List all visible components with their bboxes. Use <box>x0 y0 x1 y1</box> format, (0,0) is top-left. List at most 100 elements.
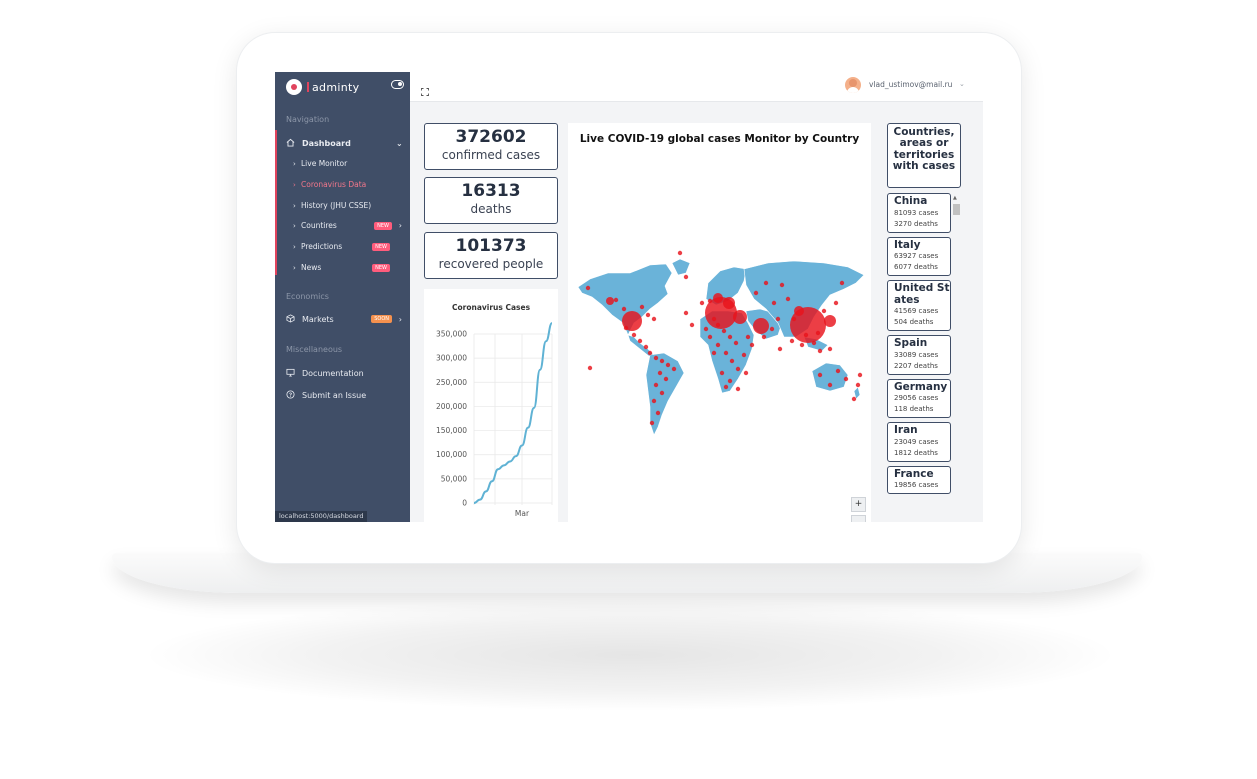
case-marker[interactable] <box>689 322 695 328</box>
marker-united-states[interactable] <box>622 311 642 331</box>
case-marker[interactable] <box>815 330 821 336</box>
user-email[interactable]: vlad_ustimov@mail.ru <box>869 80 953 89</box>
case-marker[interactable] <box>651 316 657 322</box>
case-marker[interactable] <box>621 306 627 312</box>
case-marker[interactable] <box>855 382 861 388</box>
scroll-thumb[interactable] <box>953 204 960 215</box>
case-marker[interactable] <box>639 304 645 310</box>
case-marker[interactable] <box>821 308 827 314</box>
user-avatar[interactable] <box>845 77 861 93</box>
country-card[interactable]: France 19856 cases <box>887 465 951 494</box>
case-marker[interactable] <box>775 316 781 322</box>
case-marker[interactable] <box>791 316 797 322</box>
case-marker[interactable] <box>745 334 751 340</box>
case-marker[interactable] <box>663 376 669 382</box>
case-marker[interactable] <box>817 348 823 354</box>
sidebar-item-documentation[interactable]: Documentation <box>286 366 402 380</box>
case-marker[interactable] <box>799 342 805 348</box>
case-marker[interactable] <box>715 322 721 328</box>
case-marker[interactable] <box>851 396 857 402</box>
case-marker[interactable] <box>735 366 741 372</box>
case-marker[interactable] <box>655 410 661 416</box>
sidebar-subitem-news[interactable]: › News NEW <box>293 261 394 274</box>
sidebar-subitem-coronavirus-data[interactable]: › Coronavirus Data <box>293 178 394 191</box>
case-marker[interactable] <box>657 370 663 376</box>
case-marker[interactable] <box>827 346 833 352</box>
world-map[interactable] <box>568 123 871 522</box>
case-marker[interactable] <box>839 280 845 286</box>
sidebar-item-markets[interactable]: Markets SOON › <box>286 312 402 326</box>
case-marker[interactable] <box>721 328 727 334</box>
sidebar-subitem-predictions[interactable]: › Predictions NEW <box>293 240 394 253</box>
fullscreen-icon[interactable] <box>421 81 429 96</box>
case-marker[interactable] <box>749 342 755 348</box>
case-marker[interactable] <box>647 350 653 356</box>
chevron-down-icon[interactable]: ⌄ <box>959 80 965 88</box>
case-marker[interactable] <box>727 334 733 340</box>
case-marker[interactable] <box>811 340 817 346</box>
country-card[interactable]: China 81093 cases 3270 deaths <box>887 193 951 233</box>
case-marker[interactable] <box>723 384 729 390</box>
scroll-up-arrow-icon[interactable]: ▲ <box>953 195 957 201</box>
sidebar-toggle-icon[interactable] <box>391 80 404 89</box>
case-marker[interactable] <box>803 332 809 338</box>
case-marker[interactable] <box>711 316 717 322</box>
case-marker[interactable] <box>777 346 783 352</box>
case-marker[interactable] <box>703 326 709 332</box>
country-card[interactable]: Italy 63927 cases 6077 deaths <box>887 236 951 276</box>
case-marker[interactable] <box>645 312 651 318</box>
case-marker[interactable] <box>631 332 637 338</box>
sidebar-subitem-live-monitor[interactable]: › Live Monitor <box>293 157 394 170</box>
marker-germany[interactable] <box>723 297 735 309</box>
case-marker[interactable] <box>649 420 655 426</box>
case-marker[interactable] <box>729 358 735 364</box>
case-marker[interactable] <box>771 300 777 306</box>
case-marker[interactable] <box>769 326 775 332</box>
country-card[interactable]: United States 41569 cases 504 deaths <box>887 280 951 331</box>
marker-canada[interactable] <box>606 297 614 305</box>
country-card[interactable]: Spain 33089 cases 2207 deaths <box>887 335 951 375</box>
case-marker[interactable] <box>763 280 769 286</box>
case-marker[interactable] <box>743 370 749 376</box>
zoom-out-button[interactable] <box>851 515 866 522</box>
marker-italy[interactable] <box>733 310 747 324</box>
app-logo[interactable]: adminty <box>286 78 359 96</box>
case-marker[interactable] <box>733 340 739 346</box>
marker-korea[interactable] <box>794 306 804 316</box>
zoom-in-button[interactable]: + <box>851 497 866 512</box>
case-marker[interactable] <box>817 372 823 378</box>
case-marker[interactable] <box>665 362 671 368</box>
case-marker[interactable] <box>683 310 689 316</box>
case-marker[interactable] <box>659 358 665 364</box>
case-marker[interactable] <box>653 382 659 388</box>
case-marker[interactable] <box>707 334 713 340</box>
countries-scrollbar[interactable]: ▲ <box>952 195 960 522</box>
case-marker[interactable] <box>833 300 839 306</box>
case-marker[interactable] <box>613 297 619 303</box>
case-marker[interactable] <box>715 342 721 348</box>
case-marker[interactable] <box>651 398 657 404</box>
case-marker[interactable] <box>585 285 591 291</box>
case-marker[interactable] <box>827 382 833 388</box>
country-card[interactable]: Iran 23049 cases 1812 deaths <box>887 422 951 462</box>
case-marker[interactable] <box>637 338 643 344</box>
country-card[interactable]: Germany 29056 cases 118 deaths <box>887 378 951 418</box>
case-marker[interactable] <box>711 350 717 356</box>
countries-list[interactable]: China 81093 cases 3270 deaths Italy 63927 ca… <box>887 193 951 522</box>
case-marker[interactable] <box>643 344 649 350</box>
marker-japan[interactable] <box>824 315 836 327</box>
marker-uk[interactable] <box>713 293 723 303</box>
case-marker[interactable] <box>683 274 689 280</box>
case-marker[interactable] <box>723 350 729 356</box>
case-marker[interactable] <box>785 296 791 302</box>
case-marker[interactable] <box>727 378 733 384</box>
case-marker[interactable] <box>653 355 659 361</box>
case-marker[interactable] <box>753 290 759 296</box>
case-marker[interactable] <box>789 338 795 344</box>
sidebar-item-dashboard[interactable]: Dashboard ⌄ <box>286 136 403 150</box>
case-marker[interactable] <box>843 376 849 382</box>
sidebar-item-submit-issue[interactable]: Submit an Issue <box>286 388 402 402</box>
sidebar-subitem-history[interactable]: › History (JHU CSSE) <box>293 199 394 212</box>
case-marker[interactable] <box>719 370 725 376</box>
case-marker[interactable] <box>677 250 683 256</box>
